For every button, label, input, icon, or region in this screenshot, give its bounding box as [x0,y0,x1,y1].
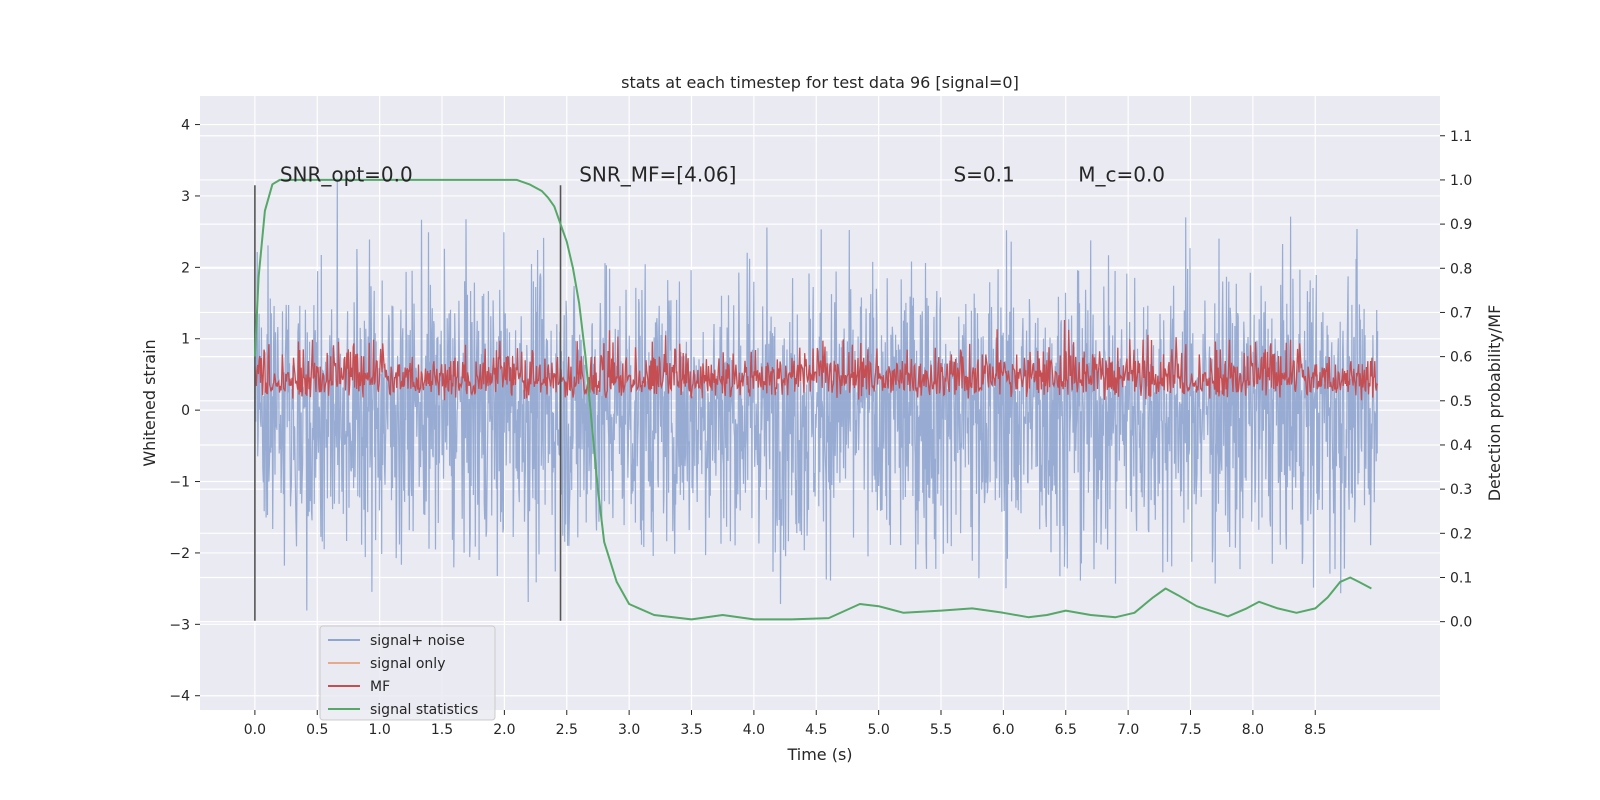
vlines [254,185,562,621]
y-right-tick-label: 0.8 [1450,261,1472,277]
y-left-tick-label: 0 [181,403,190,419]
y-left-tick-label: 3 [181,189,190,205]
y-left-tick-label: −3 [169,617,190,633]
legend-label-signal-noise: signal+ noise [370,633,465,649]
x-tick-label: 0.5 [306,722,328,738]
x-tick-label: 6.5 [1055,722,1077,738]
y-right-tick-label: 0.6 [1450,350,1472,366]
legend: signal+ noise signal only MF signal stat… [319,625,496,721]
y-left-tick-label: −4 [169,689,190,705]
y-left-tick-label: −1 [169,475,190,491]
legend-label-signal-only: signal only [370,656,445,672]
signal-noise-series [254,180,1379,611]
x-axis-label: Time (s) [786,745,852,764]
x-tick-label: 4.5 [805,722,827,738]
annotation-text: SNR_opt=0.0 [280,163,413,187]
chart-title: stats at each timestep for test data 96 … [621,73,1019,92]
y-left-tick-label: −2 [169,546,190,562]
y-axis-right-label: Detection probability/MF [1485,305,1504,502]
y-right-tick-label: 0.7 [1450,305,1472,321]
x-tick-label: 7.0 [1117,722,1139,738]
annotation-text: SNR_MF=[4.06] [579,163,736,187]
x-tick-label: 8.0 [1242,722,1264,738]
y-right-tick-label: 0.5 [1450,394,1472,410]
y-right-tick-label: 1.1 [1450,129,1472,145]
y-right-tick-label: 0.1 [1450,570,1472,586]
mf-line [254,319,1379,401]
y-left-tick-label: 2 [181,260,190,276]
x-tick-label: 1.0 [369,722,391,738]
y-right-tick-label: 0.3 [1450,482,1472,498]
legend-label-signal-statistics: signal statistics [370,702,478,718]
legend-label-mf: MF [370,679,390,695]
annotation-text: M_c=0.0 [1078,163,1165,187]
y-right-tick-label: 0.0 [1450,615,1472,631]
annotation-text: S=0.1 [953,163,1014,187]
signal-noise-line [254,180,1379,611]
ticks: 0.0 0.5 1.0 1.5 2.0 2.5 3.0 3.5 4.0 4.5 5.0 5.5 6.0 6… [169,118,1472,738]
x-tick-label: 7.5 [1179,722,1201,738]
x-tick-label: 3.5 [680,722,702,738]
x-tick-label: 8.5 [1304,722,1326,738]
x-tick-label: 5.0 [867,722,889,738]
mf-series [254,319,1379,401]
x-tick-label: 2.5 [556,722,578,738]
x-tick-label: 6.0 [992,722,1014,738]
y-right-tick-label: 0.4 [1450,438,1472,454]
x-tick-label: 3.0 [618,722,640,738]
x-tick-label: 4.0 [743,722,765,738]
y-left-tick-label: 1 [181,332,190,348]
annotations: SNR_opt=0.0 SNR_MF=[4.06] S=0.1 M_c=0.0 [280,163,1165,187]
y-right-tick-label: 0.2 [1450,526,1472,542]
x-tick-label: 1.5 [431,722,453,738]
y-axis-left-label: Whitened strain [140,339,159,466]
y-left-tick-label: 4 [181,118,190,134]
x-tick-label: 5.5 [930,722,952,738]
x-tick-label: 2.0 [493,722,515,738]
y-right-tick-label: 0.9 [1450,217,1472,233]
signal-statistics-line [253,178,1372,621]
x-tick-label: 0.0 [244,722,266,738]
signal-statistics-series [253,178,1372,621]
legend-box [319,625,496,721]
y-right-tick-label: 1.0 [1450,173,1472,189]
